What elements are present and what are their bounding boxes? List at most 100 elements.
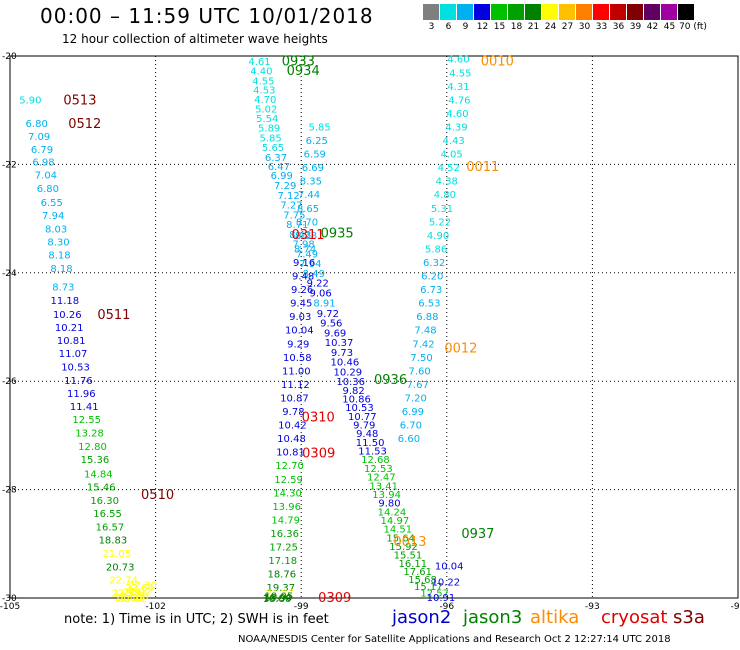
swh-value: 6.20	[421, 272, 443, 283]
chart-title: 00:00 – 11:59 UTC 10/01/2018	[40, 4, 374, 28]
swh-value: 4.60	[446, 109, 468, 120]
swh-value: 7.29	[274, 181, 296, 192]
swh-value: 10.53	[345, 403, 374, 414]
swh-value: 11.12	[281, 380, 310, 391]
swh-value: 11.41	[70, 402, 99, 413]
swh-value: 10.36	[336, 377, 365, 388]
swh-value: 10.77	[348, 412, 377, 423]
y-tick-label: -24	[2, 269, 17, 279]
pass-time-label: 0012	[444, 342, 477, 357]
swh-value: 21.27	[266, 589, 295, 600]
x-tick-label: -99	[294, 602, 309, 612]
swh-value: 4.53	[253, 86, 275, 97]
swh-value: 11.76	[64, 376, 93, 387]
swh-value: 23.06	[120, 591, 149, 602]
legend-jason2: jason2	[392, 607, 452, 628]
swh-value: 6.60	[398, 434, 420, 445]
legend-jason3: jason3	[463, 607, 523, 628]
swh-value: 10.42	[278, 421, 307, 432]
swh-value: 9.69	[324, 328, 346, 339]
swh-value: 4.76	[448, 95, 470, 106]
swh-value: 15.68	[408, 575, 437, 586]
swh-value: 13.94	[372, 490, 401, 501]
colorbar-swatch	[610, 4, 627, 20]
y-tick-label: -20	[2, 52, 17, 62]
pass-time-label: 0310	[302, 410, 335, 425]
swh-value: 9.82	[342, 386, 364, 397]
swh-value: 8.91	[313, 299, 335, 310]
swh-value: 22.64	[125, 583, 154, 594]
colorbar-label: 42	[646, 22, 659, 32]
colorbar-swatch	[678, 4, 695, 20]
swh-value: 13.41	[369, 481, 398, 492]
swh-value: 11.18	[51, 296, 80, 307]
swh-value: 4.61	[248, 57, 270, 68]
legend-cryosat: cryosat	[601, 607, 668, 628]
colorbar-swatch	[491, 4, 508, 20]
colorbar-swatch	[474, 4, 491, 20]
swh-value: 9.45	[290, 299, 312, 310]
pass-time-label: 0010	[481, 54, 514, 69]
swh-value: 5.31	[431, 204, 453, 215]
y-tick-label: -26	[2, 377, 17, 387]
colorbar-swatch	[576, 4, 593, 20]
colorbar-label: 33	[595, 22, 608, 32]
swh-value: 10.26	[53, 310, 82, 321]
swh-value: 4.80	[434, 190, 456, 201]
colorbar-swatch	[508, 4, 525, 20]
swh-colorbar-labels: 3 6 9 12 15 18 21 24 27 30 33 36 39 42 45 70 (ft)	[423, 22, 708, 32]
swh-value: 7.60	[408, 366, 430, 377]
colorbar-label: 24	[544, 22, 557, 32]
y-tick-label: -30	[2, 594, 17, 604]
swh-value: 10.87	[280, 393, 309, 404]
colorbar-label: 12	[476, 22, 489, 32]
swh-colorbar	[423, 4, 695, 20]
swh-value: 7.67	[407, 380, 429, 391]
swh-value: 4.40	[250, 67, 272, 78]
swh-value: 22.30	[128, 580, 157, 591]
swh-value: 4.55	[252, 76, 274, 87]
swh-value: 22.13	[115, 593, 144, 604]
swh-value: 5.85	[259, 133, 281, 144]
pass-time-label: 0311	[291, 228, 324, 243]
swh-value: 6.80	[26, 119, 48, 130]
swh-value: 12.70	[275, 461, 304, 472]
colorbar-swatch	[627, 4, 644, 20]
swh-value: 12.47	[367, 473, 396, 484]
swh-value: 14.97	[381, 516, 410, 527]
swh-value: 8.65	[297, 204, 319, 215]
colorbar-swatch	[423, 4, 440, 20]
swh-value: 5.22	[429, 217, 451, 228]
swh-value: 5.54	[256, 114, 278, 125]
swh-value: 11.50	[356, 438, 385, 449]
swh-value: 12.80	[78, 442, 107, 453]
swh-value: 9.48	[292, 272, 314, 283]
swh-value: 22.58	[112, 589, 141, 600]
swh-value: 10.86	[342, 395, 371, 406]
swh-value: 4.90	[427, 231, 449, 242]
plot-frame	[9, 55, 739, 599]
swh-value: 8.70	[296, 217, 318, 228]
swh-value: 8.43	[289, 230, 311, 241]
swh-value: 4.39	[445, 122, 467, 133]
swh-value: 8.28	[295, 231, 317, 242]
swh-value: 9.29	[287, 339, 309, 350]
pass-time-label: 0934	[287, 64, 320, 79]
swh-value: 9.56	[320, 319, 342, 330]
swh-value: 20.73	[106, 563, 135, 574]
swh-value: 6.88	[416, 312, 438, 323]
swh-value: 4.38	[436, 177, 458, 188]
swh-value: 12.53	[364, 464, 393, 475]
swh-value: 7.75	[283, 210, 305, 221]
swh-value: 9.22	[307, 279, 329, 290]
swh-value: 6.25	[306, 136, 328, 147]
swh-value: 11.07	[59, 349, 88, 360]
swh-value: 10.29	[333, 367, 362, 378]
x-tick-label: -105	[0, 602, 20, 612]
swh-value: 4.70	[254, 95, 276, 106]
swh-value: 6.73	[420, 285, 442, 296]
colorbar-label: 27	[561, 22, 574, 32]
y-tick-label: -28	[2, 486, 17, 496]
swh-value: 12.68	[361, 455, 390, 466]
